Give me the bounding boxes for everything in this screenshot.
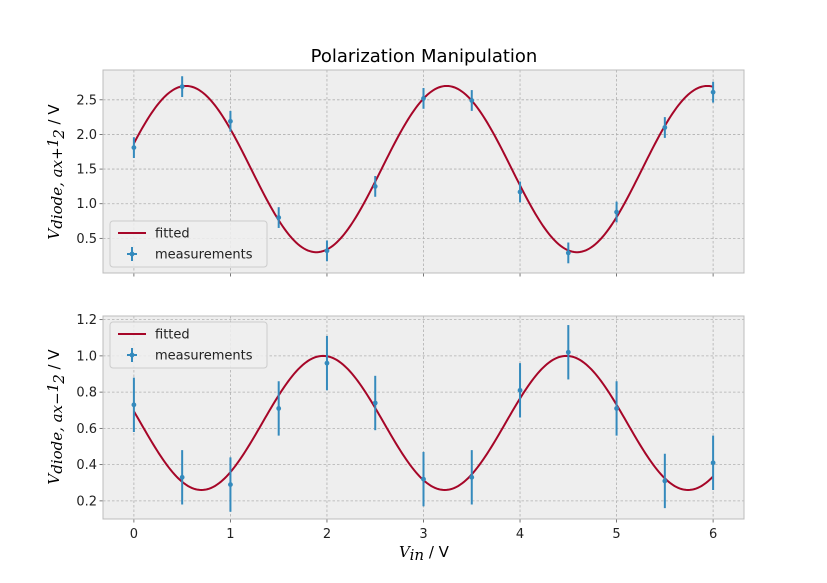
y-axis-label-lower: Vdiode, ax−12 / V — [44, 349, 68, 485]
legend-box — [109, 321, 268, 369]
x-axis-label: Vin / V — [399, 543, 450, 564]
measurement-point — [662, 117, 668, 138]
data-marker — [662, 125, 668, 130]
data-marker — [614, 209, 619, 215]
plot-frame — [102, 69, 745, 274]
x-tick-label: 2 — [323, 527, 331, 542]
x-tick-label: 0 — [130, 527, 138, 542]
data-marker — [710, 89, 716, 95]
data-marker — [517, 387, 523, 393]
data-marker — [131, 402, 137, 408]
data-marker — [421, 96, 426, 101]
y-tick-label: 1.5 — [76, 163, 97, 178]
measurement-point — [228, 457, 233, 512]
measurement-point — [131, 137, 137, 158]
legend: fitted measurements — [109, 220, 268, 268]
data-marker — [469, 474, 475, 480]
y-tick-label: 1.2 — [76, 313, 97, 328]
data-marker — [324, 360, 330, 366]
measurement-point — [276, 207, 282, 228]
data-marker — [131, 145, 137, 150]
measurement-point — [710, 81, 716, 103]
data-marker — [179, 84, 185, 90]
legend-meas-marker — [129, 352, 135, 358]
data-marker — [372, 183, 378, 189]
measurement-point — [614, 201, 619, 223]
measurement-point — [469, 90, 475, 111]
legend-label-fitted: fitted — [155, 328, 190, 343]
legend: fitted measurements — [109, 321, 268, 369]
y-tick-label: 1.0 — [76, 349, 97, 364]
x-tick-label: 3 — [419, 527, 427, 542]
data-marker — [517, 189, 523, 195]
x-tick-label: 1 — [226, 527, 234, 542]
data-marker — [662, 478, 668, 484]
data-marker — [179, 474, 185, 480]
x-tick-label: 4 — [516, 527, 524, 542]
measurement-point — [372, 176, 378, 197]
data-marker — [565, 250, 571, 256]
measurement-point — [565, 325, 571, 380]
measurement-point — [421, 88, 426, 109]
y-tick-label: 0.6 — [76, 422, 97, 437]
data-marker — [324, 248, 330, 254]
data-marker — [421, 476, 426, 482]
measurement-point — [276, 381, 282, 436]
measurement-point — [469, 450, 475, 505]
measurement-point — [517, 181, 523, 203]
x-tick-label: 5 — [612, 527, 620, 542]
measurement-point — [614, 381, 619, 436]
y-tick-label: 0.2 — [76, 494, 97, 509]
y-tick-label: 2.0 — [76, 128, 97, 143]
measurement-point — [179, 450, 185, 505]
chart-title: Polarization Manipulation — [311, 46, 538, 67]
data-marker — [276, 406, 282, 411]
measurement-point — [131, 377, 137, 432]
data-marker — [710, 460, 716, 466]
data-marker — [228, 118, 233, 124]
y-axis-label-upper: Vdiode, ax+12 / V — [44, 104, 68, 240]
measurement-point — [324, 335, 330, 391]
y-tick-label: 0.8 — [76, 386, 97, 401]
legend-meas-marker — [129, 251, 135, 257]
y-tick-label: 2.5 — [76, 93, 97, 108]
x-tick-label: 6 — [709, 527, 717, 542]
measurement-point — [421, 451, 426, 507]
data-marker — [228, 482, 233, 487]
data-marker — [372, 400, 378, 406]
measurement-point — [179, 76, 185, 98]
data-marker — [276, 215, 282, 220]
data-marker — [565, 349, 571, 355]
legend-label-measurements: measurements — [155, 349, 253, 364]
y-tick-label: 0.4 — [76, 458, 97, 473]
data-marker — [614, 406, 619, 411]
plot-frame — [102, 315, 745, 520]
measurement-point — [324, 240, 330, 262]
upper-panel: 0.5 1.0 1.5 2.0 2.5 fitted measurements — [76, 69, 745, 277]
measurement-point — [710, 435, 716, 490]
legend-label-fitted: fitted — [155, 227, 190, 242]
data-marker — [469, 98, 475, 103]
y-tick-label: 1.0 — [76, 197, 97, 212]
measurement-point — [565, 242, 571, 264]
y-tick-label: 0.5 — [76, 232, 97, 247]
measurement-point — [662, 453, 668, 509]
legend-box — [109, 220, 268, 268]
measurement-point — [372, 375, 378, 431]
lower-panel: 0 1 2 3 4 5 6 0.2 0.4 0.6 0.8 1.0 1.2 fitted measureme… — [76, 313, 745, 542]
measurement-point — [228, 110, 233, 132]
legend-label-measurements: measurements — [155, 248, 253, 263]
measurement-point — [517, 363, 523, 418]
